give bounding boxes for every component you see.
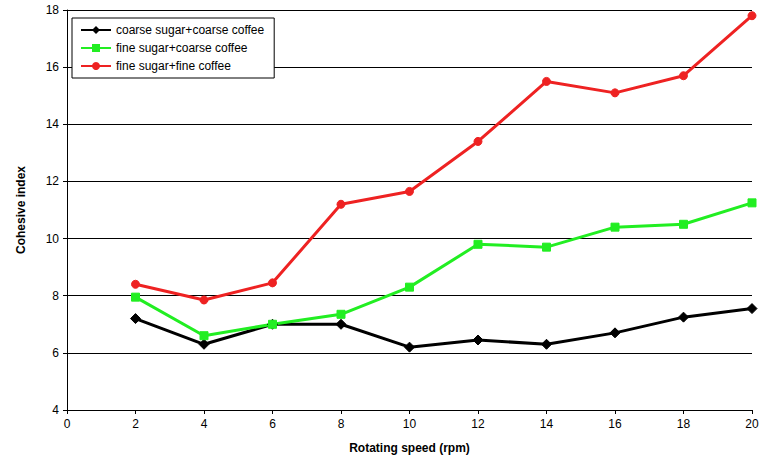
svg-text:10: 10 [403, 417, 417, 431]
svg-text:0: 0 [64, 417, 71, 431]
svg-text:12: 12 [471, 417, 485, 431]
svg-text:8: 8 [338, 417, 345, 431]
svg-text:fine sugar+coarse coffee: fine sugar+coarse coffee [116, 41, 248, 55]
svg-text:Rotating speed (rpm): Rotating speed (rpm) [349, 441, 470, 455]
svg-text:6: 6 [52, 346, 59, 360]
svg-text:6: 6 [269, 417, 276, 431]
svg-text:coarse sugar+coarse coffee: coarse sugar+coarse coffee [116, 23, 265, 37]
svg-text:14: 14 [540, 417, 554, 431]
svg-text:Cohesive index: Cohesive index [14, 166, 28, 254]
svg-text:fine sugar+fine coffee: fine sugar+fine coffee [116, 59, 231, 73]
svg-text:16: 16 [46, 60, 60, 74]
svg-text:14: 14 [46, 117, 60, 131]
svg-text:10: 10 [46, 232, 60, 246]
svg-text:12: 12 [46, 174, 60, 188]
svg-text:18: 18 [46, 3, 60, 17]
svg-text:20: 20 [745, 417, 759, 431]
svg-text:4: 4 [201, 417, 208, 431]
svg-text:4: 4 [52, 403, 59, 417]
svg-text:16: 16 [608, 417, 622, 431]
svg-text:8: 8 [52, 289, 59, 303]
svg-text:2: 2 [132, 417, 139, 431]
svg-text:18: 18 [677, 417, 691, 431]
